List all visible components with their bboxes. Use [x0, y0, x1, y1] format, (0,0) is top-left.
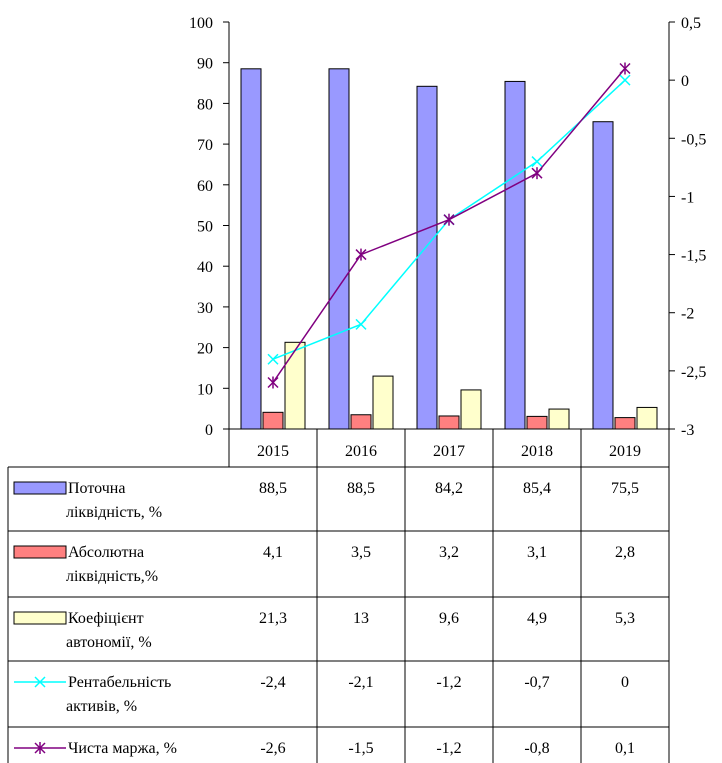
line-point-3 — [531, 156, 543, 168]
left-axis-tick-label: 0 — [205, 422, 213, 439]
data-value: -1,2 — [436, 674, 461, 691]
x-axis-tick-label: 2015 — [257, 443, 289, 460]
bar-1 — [240, 68, 262, 430]
x-axis-tick-label: 2017 — [433, 443, 465, 460]
data-value: 21,3 — [259, 610, 287, 627]
x-axis-tick-label: 2018 — [521, 443, 553, 460]
data-value: 2,8 — [615, 544, 635, 561]
line-point-4 — [267, 376, 279, 389]
series-name: ліквідність,% — [66, 568, 158, 585]
data-value: 4,1 — [263, 544, 283, 561]
legend-marker — [34, 676, 46, 688]
right-axis-tick-label: -1,5 — [681, 248, 706, 265]
bar-3 — [460, 389, 482, 430]
bar-3 — [548, 408, 570, 430]
legend-swatch — [13, 545, 67, 559]
data-value: 4,9 — [527, 610, 547, 627]
left-axis-tick-label: 100 — [189, 15, 213, 32]
data-value: 5,3 — [615, 610, 635, 627]
data-value: -0,8 — [524, 740, 549, 757]
data-value: -1,2 — [436, 740, 461, 757]
line-point-4 — [355, 248, 367, 261]
left-axis-tick-label: 10 — [197, 381, 213, 398]
data-table: Поточна ліквідність, % 88,5 88,5 84,2 85,4 75,… — [7, 429, 670, 763]
right-axis-tick-label: -1 — [681, 189, 694, 206]
left-axis-tick-label: 50 — [197, 219, 213, 236]
line-point-3-stroke — [619, 74, 631, 86]
bar-1 — [592, 121, 614, 430]
line-point-3-stroke — [355, 318, 367, 330]
bar-2 — [438, 415, 460, 430]
line-point-3 — [355, 318, 367, 330]
line-point-3-stroke — [267, 353, 279, 365]
line-point-3 — [267, 353, 279, 365]
data-value: 84,2 — [435, 480, 463, 497]
bar-2 — [262, 411, 284, 430]
data-value: 3,5 — [351, 544, 371, 561]
line-point-4 — [619, 62, 631, 75]
data-value: 3,2 — [439, 544, 459, 561]
legend-marker-stroke — [34, 676, 46, 688]
legend-swatch — [13, 611, 67, 625]
bar-2 — [350, 414, 372, 430]
left-axis-tick-label: 40 — [197, 259, 213, 276]
left-axis-tick-label: 30 — [197, 300, 213, 317]
series-name: Абсолютна — [68, 544, 144, 561]
data-value: -2,6 — [260, 740, 285, 757]
series-name: автономії, % — [66, 634, 152, 651]
data-value: 88,5 — [259, 480, 287, 497]
line-point-4 — [531, 167, 543, 180]
line-series-group — [267, 62, 631, 389]
axes: 0 10 20 30 40 50 60 70 80 90 100 -3 -2,5 -2 -1,5 -1 -0,5… — [189, 15, 706, 467]
left-axis-tick-label: 90 — [197, 56, 213, 73]
data-value: 75,5 — [611, 480, 639, 497]
data-value: 3,1 — [527, 544, 547, 561]
series-name: активів, % — [66, 698, 137, 715]
right-axis-tick-label: 0,5 — [681, 15, 701, 32]
data-value: 9,6 — [439, 610, 459, 627]
bar-series-group — [240, 68, 658, 430]
left-axis-tick-label: 60 — [197, 178, 213, 195]
series-name: ліквідність, % — [66, 504, 162, 521]
left-axis-tick-label: 70 — [197, 137, 213, 154]
legend-marker — [34, 742, 46, 754]
line-point-3 — [619, 74, 631, 86]
data-value: -2,4 — [260, 674, 285, 691]
series-name: Чиста маржа, % — [68, 740, 177, 757]
series-name: Рентабельність — [68, 674, 171, 691]
right-axis-tick-label: -2 — [681, 306, 694, 323]
legend-swatch — [13, 481, 67, 495]
data-value: 0,1 — [615, 740, 635, 757]
left-axis-tick-label: 20 — [197, 341, 213, 358]
data-value: -2,1 — [348, 674, 373, 691]
bar-3 — [284, 341, 306, 430]
bar-2 — [526, 415, 548, 430]
data-value: -1,5 — [348, 740, 373, 757]
data-value: 13 — [353, 610, 369, 627]
bar-1 — [416, 85, 438, 430]
bar-1 — [328, 68, 350, 430]
series-name: Поточна — [68, 480, 125, 497]
data-value: 88,5 — [347, 480, 375, 497]
right-axis-tick-label: -2,5 — [681, 364, 706, 381]
right-axis-tick-label: 0 — [681, 73, 689, 90]
right-axis-tick-label: -3 — [681, 422, 694, 439]
bar-2 — [614, 417, 636, 430]
data-value: -0,7 — [524, 674, 549, 691]
bar-3 — [372, 375, 394, 430]
data-value: 85,4 — [523, 480, 551, 497]
line-point-4 — [443, 213, 455, 226]
left-axis-tick-label: 80 — [197, 96, 213, 113]
series-name: Коефіцієнт — [68, 610, 144, 627]
bar-1 — [504, 80, 526, 430]
x-axis-tick-label: 2016 — [345, 443, 377, 460]
right-axis-tick-label: -0,5 — [681, 131, 706, 148]
data-value: 0 — [621, 674, 629, 691]
x-axis-tick-label: 2019 — [609, 443, 641, 460]
bar-3 — [636, 406, 658, 430]
line-point-3-stroke — [531, 156, 543, 168]
